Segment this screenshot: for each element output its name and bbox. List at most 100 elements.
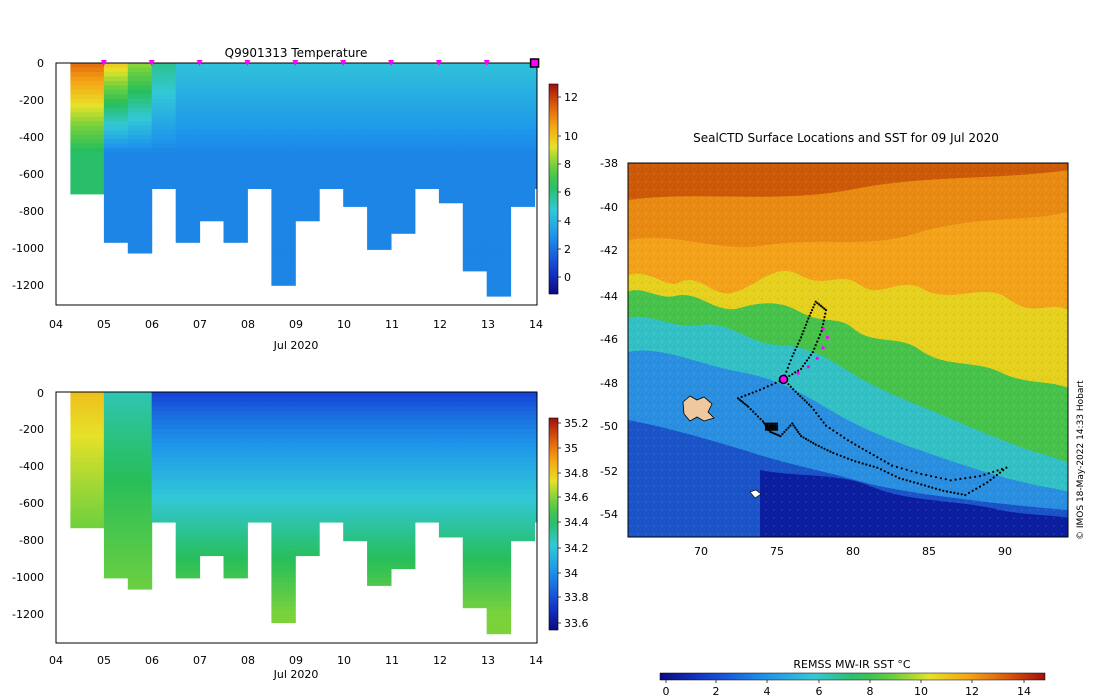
profile-cell xyxy=(391,72,416,77)
profile-cell xyxy=(151,72,177,77)
profile-cell xyxy=(367,134,392,140)
profile-cell xyxy=(534,170,537,176)
profile-cell xyxy=(199,201,224,207)
track-point xyxy=(792,352,795,355)
profile-cell xyxy=(127,251,153,254)
profile-cell xyxy=(486,170,512,176)
profile-cell xyxy=(271,251,296,257)
x-tick: 05 xyxy=(97,318,111,331)
profile-cell xyxy=(486,228,512,234)
profile-cell xyxy=(510,170,536,176)
profile-cell xyxy=(438,76,464,82)
profile-cell xyxy=(438,63,464,68)
profile-cell xyxy=(127,568,153,574)
profile-cell xyxy=(510,166,536,172)
profile-cell xyxy=(438,466,464,472)
profile-cell xyxy=(103,424,129,430)
colorbar-tick: 0 xyxy=(663,685,670,698)
profile-cell xyxy=(223,197,248,203)
profile-cell xyxy=(223,139,248,145)
profile-cell xyxy=(247,121,272,127)
temperature-colorbar: 0 2 4 6 8 10 12 xyxy=(548,83,578,295)
profile-cell xyxy=(486,130,512,136)
profile-cell xyxy=(103,401,129,407)
profile-cell xyxy=(175,517,201,523)
track-point xyxy=(895,465,899,469)
profile-cell xyxy=(343,429,368,435)
recent-position xyxy=(825,335,830,339)
profile-cell xyxy=(343,401,368,407)
profile-cell xyxy=(271,415,296,421)
profile-cell xyxy=(199,498,224,504)
profile-cell xyxy=(103,233,129,239)
profile-cell xyxy=(247,143,272,149)
profile-cell xyxy=(223,573,248,579)
profile-cell xyxy=(175,410,201,416)
profile-cell xyxy=(319,517,344,523)
profile-cell xyxy=(103,98,129,104)
x-tick: 05 xyxy=(97,654,111,667)
profile-cell xyxy=(175,228,201,234)
profile-cell xyxy=(462,161,488,167)
profile-cell xyxy=(70,401,105,407)
profile-cell xyxy=(391,545,416,551)
track-point xyxy=(803,399,806,402)
profile-cell xyxy=(295,540,320,546)
profile-cell xyxy=(175,443,201,449)
profile-cell xyxy=(175,197,201,203)
track-point xyxy=(823,307,826,310)
profile-cell xyxy=(199,396,224,402)
profile-cell xyxy=(199,152,224,158)
profile-cell xyxy=(151,396,177,402)
y-tick: -800 xyxy=(19,205,44,218)
profile-cell xyxy=(271,424,296,430)
profile-cell xyxy=(510,103,536,109)
profile-cell xyxy=(510,508,536,514)
profile-cell xyxy=(199,503,224,509)
profile-cell xyxy=(199,210,224,216)
track-point xyxy=(740,400,743,403)
profile-cell xyxy=(127,540,153,546)
profile-cell xyxy=(391,531,416,537)
profile-cell xyxy=(391,134,416,140)
profile-cell xyxy=(486,206,512,212)
profile-cell xyxy=(295,143,320,149)
profile-cell xyxy=(319,161,344,167)
profile-cell xyxy=(462,242,488,248)
track-point xyxy=(868,451,872,455)
profile-cell xyxy=(70,452,105,458)
x-tick: 09 xyxy=(289,318,303,331)
profile-cell xyxy=(462,116,488,122)
profile-cell xyxy=(486,103,512,109)
profile-cell xyxy=(151,175,177,180)
colorbar-tick: 6 xyxy=(816,685,823,698)
profile-cell xyxy=(367,494,392,500)
profile-cell xyxy=(271,591,296,597)
track-point xyxy=(996,469,999,472)
profile-cell xyxy=(151,63,177,68)
profile-cell xyxy=(367,447,392,453)
profile-cell xyxy=(271,489,296,495)
profile-cell xyxy=(295,415,320,421)
profile-cell xyxy=(70,433,105,439)
profile-cell xyxy=(175,143,201,149)
track-point xyxy=(925,473,928,477)
profile-cell xyxy=(319,143,344,149)
track-point xyxy=(776,424,779,427)
profile-cell xyxy=(486,125,512,131)
profile-cell xyxy=(343,522,368,528)
profile-cell xyxy=(486,433,512,439)
profile-cell xyxy=(367,540,392,546)
profile-cell xyxy=(534,452,537,458)
profile-cell xyxy=(295,103,320,109)
track-point xyxy=(809,440,812,443)
track-point xyxy=(776,428,779,431)
track-point xyxy=(828,427,831,430)
track-point xyxy=(817,337,820,340)
profile-cell xyxy=(127,512,153,518)
track-point xyxy=(964,477,967,480)
profile-cell xyxy=(247,447,272,453)
y-tick: 0 xyxy=(37,57,44,70)
profile-cell xyxy=(175,471,201,477)
